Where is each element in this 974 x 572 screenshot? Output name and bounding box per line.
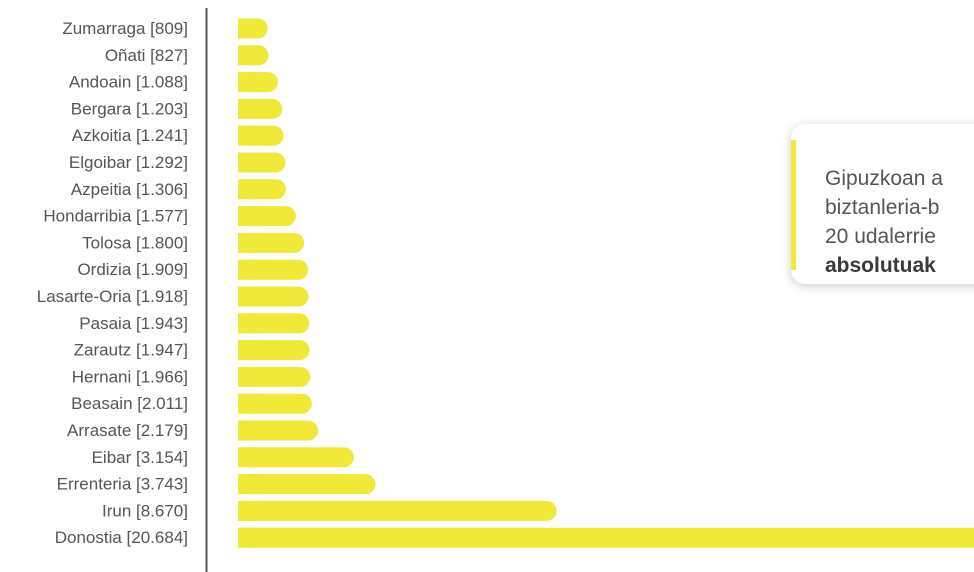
category-label: Azpeitia [1.306] [71, 180, 188, 199]
category-label: Beasain [2.011] [71, 394, 188, 413]
category-label: Azkoitia [1.241] [72, 126, 188, 145]
category-label: Oñati [827] [105, 46, 188, 65]
bar-18 [238, 500, 557, 521]
bar-base-8 [238, 232, 258, 253]
category-label: Donostia [20.684] [55, 528, 188, 547]
bar-base-4 [238, 125, 258, 146]
category-label: Tolosa [1.800] [82, 233, 188, 252]
bar-base-13 [238, 366, 258, 387]
category-label: Hondarribia [1.577] [43, 207, 188, 226]
category-label: Andoain [1.088] [69, 73, 188, 92]
bar-base-17 [238, 474, 258, 495]
bar-base-12 [238, 340, 258, 361]
bar-base-0 [238, 18, 258, 39]
category-label: Pasaia [1.943] [79, 314, 188, 333]
bar-base-10 [238, 286, 258, 307]
bar-base-7 [238, 206, 258, 227]
callout-line-3: 20 udalerrie [825, 225, 936, 248]
category-label: Lasarte-Oria [1.918] [37, 287, 188, 306]
callout-text: Gipuzkoan a biztanleria-b 20 udalerrie a… [825, 164, 974, 280]
bar-base-2 [238, 72, 258, 93]
bar-19 [238, 527, 974, 548]
bar-base-1 [238, 45, 258, 66]
callout-accent-bar [791, 140, 796, 270]
category-label: Hernani [1.966] [72, 367, 188, 386]
bar-base-16 [238, 447, 258, 468]
bar-base-15 [238, 420, 258, 441]
callout-bold-line: absolutuak [825, 254, 936, 277]
category-label: Eibar [3.154] [92, 448, 188, 467]
bar-base-9 [238, 259, 258, 280]
category-label: Errenteria [3.743] [57, 475, 188, 494]
bar-base-5 [238, 152, 258, 173]
bar-base-11 [238, 313, 258, 334]
bar-base-19 [238, 527, 258, 548]
bar-15 [238, 420, 319, 441]
info-callout: Gipuzkoan a biztanleria-b 20 udalerrie a… [791, 124, 974, 284]
category-label: Arrasate [2.179] [67, 421, 188, 440]
bar-base-6 [238, 179, 258, 200]
bar-base-18 [238, 500, 258, 521]
callout-line-2: biztanleria-b [825, 196, 940, 219]
bar-base-3 [238, 98, 258, 119]
category-label: Bergara [1.203] [71, 99, 188, 118]
category-label-group: Zumarraga [809] Oñati [827] Andoain [1.088… [37, 19, 188, 547]
callout-line-1: Gipuzkoan a [825, 167, 943, 190]
bar-17 [238, 474, 376, 495]
category-label: Ordizia [1.909] [77, 260, 188, 279]
category-label: Elgoibar [1.292] [69, 153, 188, 172]
bar-base-14 [238, 393, 258, 414]
category-label: Zarautz [1.947] [74, 341, 188, 360]
category-label: Irun [8.670] [102, 501, 188, 520]
bar-group [238, 18, 974, 548]
category-label: Zumarraga [809] [62, 19, 188, 38]
bar-16 [238, 447, 354, 468]
